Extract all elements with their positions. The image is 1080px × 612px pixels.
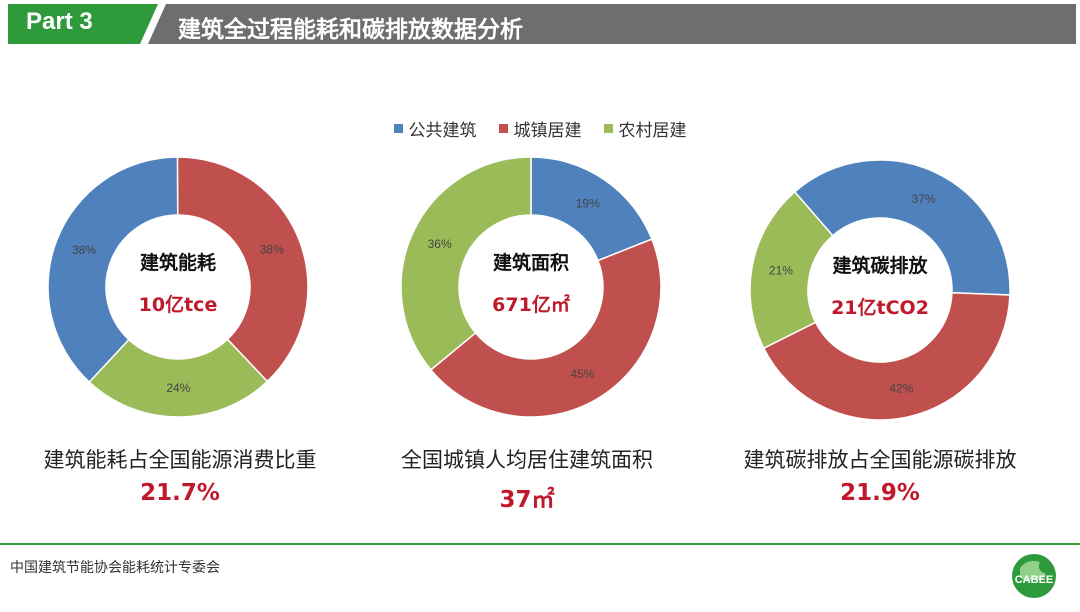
center-value-carbon: 21亿tCO2 xyxy=(831,296,929,319)
section-header: Part 3 建筑全过程能耗和碳排放数据分析 xyxy=(8,4,1076,44)
caption-value-carbon: 21.9% xyxy=(840,480,920,506)
donut-slice-energy-2 xyxy=(88,338,269,418)
part-label: Part 3 xyxy=(26,8,93,35)
chart-legend: 公共建筑 城镇居建 农村居建 xyxy=(0,116,1080,141)
center-title-energy: 建筑能耗 xyxy=(140,251,216,274)
slice-label-area-1: 45% xyxy=(570,367,594,381)
center-value-energy: 10亿tce xyxy=(139,293,218,316)
footer-divider xyxy=(0,543,1080,545)
footer-org: 中国建筑节能协会能耗统计专委会 xyxy=(10,560,220,576)
donut-slice-carbon-1 xyxy=(762,291,1011,421)
donut-slice-energy-1 xyxy=(176,156,309,383)
slice-label-energy-0: 38% xyxy=(72,243,96,257)
legend-label-public: 公共建筑 xyxy=(408,121,477,141)
header-title-bar xyxy=(148,4,1076,44)
cabee-logo: CABEE xyxy=(1012,554,1056,598)
slice-label-carbon-2: 21% xyxy=(769,263,793,277)
caption-value-area: 37㎡ xyxy=(499,487,555,513)
page-title: 建筑全过程能耗和碳排放数据分析 xyxy=(178,17,523,43)
donut-slice-energy-0 xyxy=(47,156,179,384)
caption-carbon: 建筑碳排放占全国能源碳排放 xyxy=(743,448,1017,472)
center-value-area: 671亿㎡ xyxy=(492,293,570,316)
legend-item-public: 公共建筑 xyxy=(393,116,477,141)
slice-label-area-0: 19% xyxy=(576,196,600,210)
caption-area: 全国城镇人均居住建筑面积 xyxy=(401,448,653,472)
header-part-badge xyxy=(8,4,158,44)
logo-text: CABEE xyxy=(1015,574,1054,586)
legend-item-urban: 城镇居建 xyxy=(498,116,582,141)
caption-value-energy: 21.7% xyxy=(140,480,220,506)
slice-label-carbon-1: 42% xyxy=(889,382,913,396)
logo-continent xyxy=(1020,560,1046,582)
legend-swatch-urban xyxy=(498,124,508,133)
legend-label-urban: 城镇居建 xyxy=(513,121,582,141)
legend-label-rural: 农村居建 xyxy=(618,121,687,141)
slice-label-energy-1: 38% xyxy=(260,242,284,256)
legend-item-rural: 农村居建 xyxy=(603,116,687,141)
donut-charts: 38% 38% 24% 建筑能耗 10亿tce 19% 45% 36% 建筑面积 671亿㎡ 37%… xyxy=(47,156,1011,421)
donut-slice-area-2 xyxy=(400,156,532,371)
donut-slice-area-1 xyxy=(429,238,662,418)
caption-energy: 建筑能耗占全国能源消费比重 xyxy=(43,448,317,472)
legend-swatch-public xyxy=(393,124,403,133)
slice-label-area-2: 36% xyxy=(428,237,452,251)
donut-slice-carbon-2 xyxy=(749,190,834,350)
legend-swatch-rural xyxy=(603,124,613,133)
center-title-area: 建筑面积 xyxy=(493,251,569,274)
slice-label-energy-2: 24% xyxy=(166,381,190,395)
center-title-carbon: 建筑碳排放 xyxy=(832,254,928,277)
slice-label-carbon-0: 37% xyxy=(912,192,936,206)
donut-slice-carbon-0 xyxy=(793,159,1011,296)
